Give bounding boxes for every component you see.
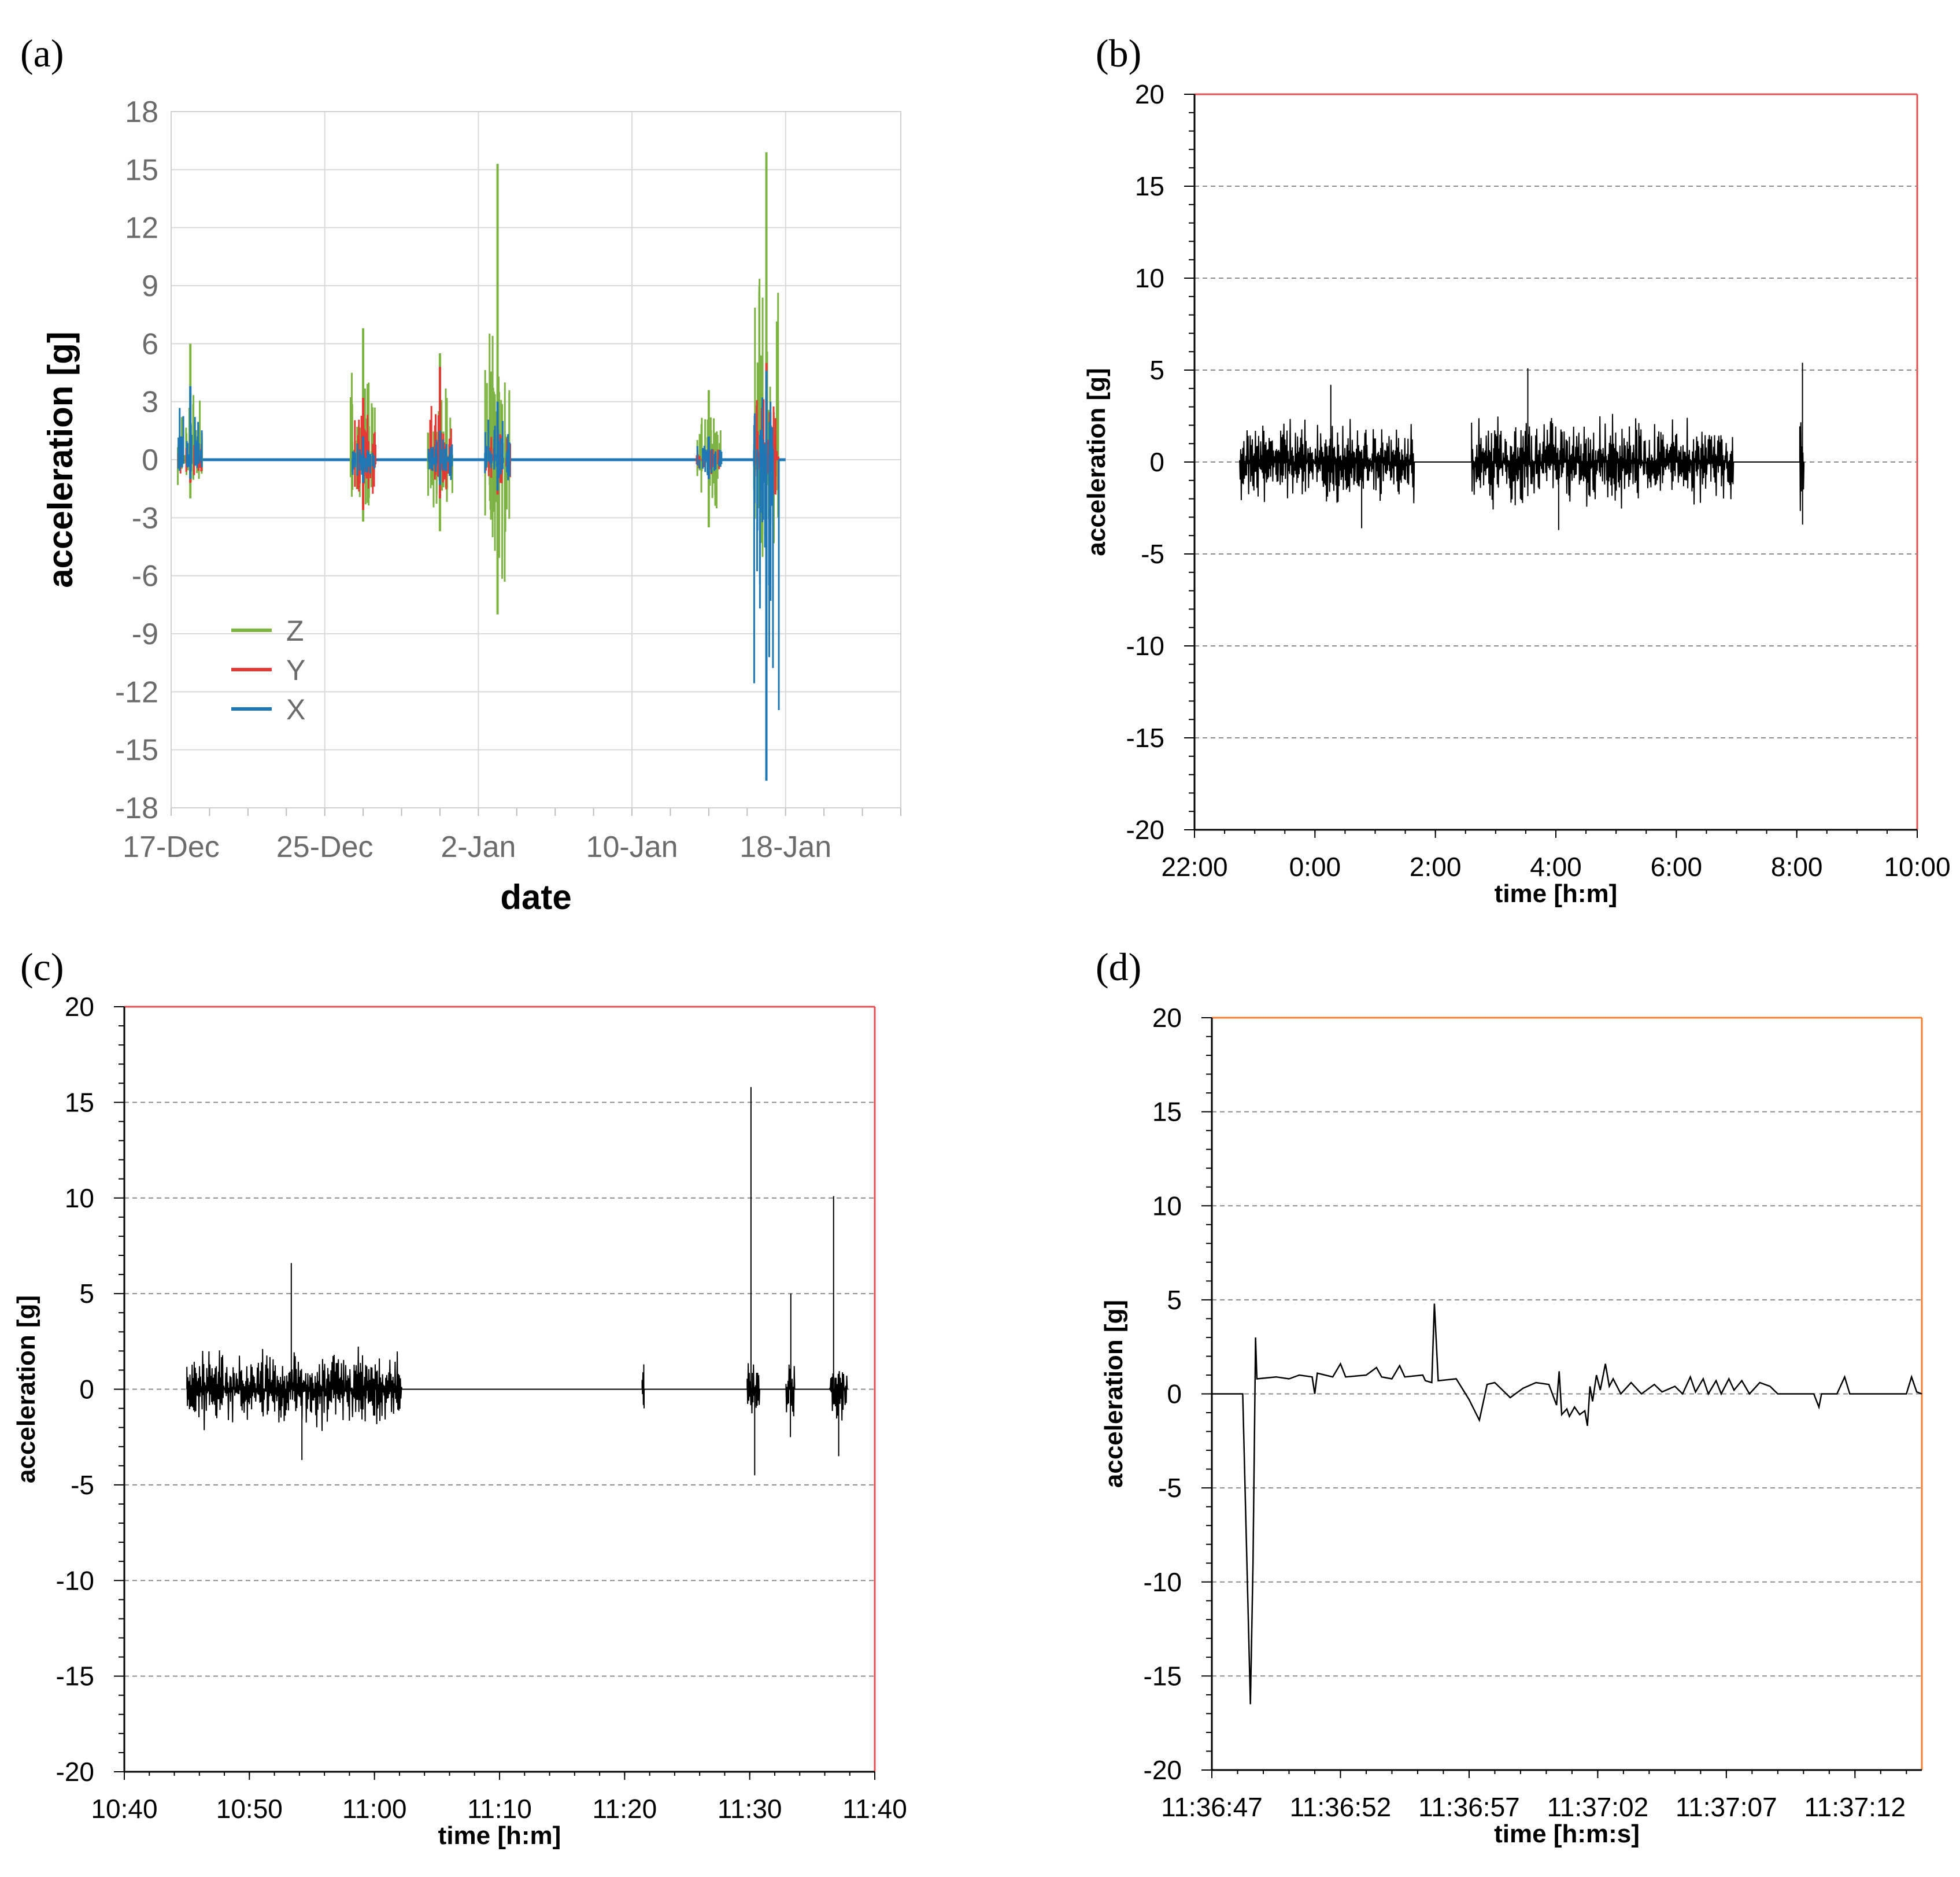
legend-label-x: X (286, 693, 305, 726)
x-tick-label: 10:00 (1884, 852, 1950, 882)
y-tick-label: 15 (1152, 1097, 1182, 1127)
x-tick-label: 6:00 (1651, 852, 1703, 882)
y-tick-label: -20 (1144, 1755, 1182, 1785)
x-tick-label: 2-Jan (441, 830, 516, 864)
y-tick-label: 18 (125, 95, 158, 129)
y-axis-title: acceleration [g] (1082, 368, 1111, 556)
chart-a: 18 15 12 9 6 3 0 -3 -6 -9 -12 -15 -18 17-Dec 25-Dec 2-J… (41, 95, 901, 917)
plot-frame (171, 111, 901, 808)
y-tick-label: 10 (1135, 263, 1164, 293)
chart-b: 20 15 10 5 0 -5 -10 -15 -20 22:00 0:00 2:00 4:00 6:00… (1082, 79, 1951, 908)
signal-burst (1799, 422, 1805, 511)
signal-line (1212, 1303, 1922, 1705)
signal-burst (186, 1346, 403, 1431)
x-tick-label: 11:40 (842, 1794, 907, 1824)
legend-label-y: Y (286, 654, 305, 686)
chart-d: 20 15 10 5 0 -5 -10 -15 -20 11:36:47 11:36:52 11:36… (1100, 1003, 1923, 1848)
y-tick-label: 5 (1149, 355, 1164, 385)
y-tick-label: -10 (1126, 631, 1164, 661)
panel-label-d: (d) (1096, 945, 1141, 989)
y-tick-label: -20 (1126, 815, 1164, 845)
x-tick-label: 10:40 (91, 1794, 157, 1824)
x-tick-label: 2:00 (1410, 852, 1462, 882)
x-tick-label: 4:00 (1530, 852, 1582, 882)
signal-burst (746, 1363, 760, 1414)
x-axis-title: date (500, 878, 571, 917)
x-tick-label: 8:00 (1771, 852, 1823, 882)
signal-burst (785, 1364, 796, 1417)
y-tick-label: -15 (56, 1661, 94, 1691)
y-tick-label: -12 (115, 675, 158, 709)
x-tick-label: 11:37:12 (1804, 1792, 1906, 1822)
x-tick-label: 11:00 (342, 1794, 407, 1824)
signal-burst (1239, 419, 1415, 504)
y-tick-label: -9 (132, 618, 158, 651)
y-tick-label: -10 (1144, 1567, 1182, 1597)
y-tick-label: -15 (1126, 723, 1164, 753)
x-tick-label: 11:20 (592, 1794, 657, 1824)
y-tick-label: 5 (79, 1279, 94, 1309)
x-tick-label: 0:00 (1289, 852, 1341, 882)
x-axis-title: time [h:m:s] (1494, 1820, 1640, 1848)
signal-burst (829, 1371, 848, 1421)
y-axis-title: acceleration [g] (12, 1295, 40, 1483)
x-tick-label: 18-Jan (739, 830, 831, 864)
y-tick-label: -18 (115, 792, 158, 825)
y-tick-label: 15 (1135, 171, 1164, 201)
x-tick-label: 10:50 (216, 1794, 283, 1824)
chart-c: 20 15 10 5 0 -5 -10 -15 -20 10:40 10:50 11:00 11:10 1… (12, 992, 907, 1850)
x-tick-label: 22:00 (1161, 852, 1227, 882)
x-tick-label: 11:36:47 (1161, 1792, 1263, 1822)
y-tick-label: 15 (125, 153, 158, 187)
panel-label-a: (a) (20, 31, 64, 75)
y-tick-label: 9 (142, 269, 158, 303)
x-tick-label: 11:30 (718, 1794, 782, 1824)
signal-burst (1471, 413, 1735, 510)
y-tick-label: -15 (1144, 1661, 1182, 1691)
x-tick-label: 25-Dec (276, 830, 373, 864)
y-tick-label: 15 (65, 1087, 94, 1117)
y-tick-label: -10 (56, 1565, 94, 1595)
y-tick-label: 20 (65, 992, 94, 1022)
y-axis-title: acceleration [g] (1100, 1300, 1128, 1488)
y-tick-label: -5 (71, 1470, 94, 1500)
x-axis-title: time [h:m] (1495, 880, 1618, 908)
x-tick-label: 11:36:57 (1418, 1792, 1520, 1822)
x-tick-label: 17-Dec (123, 830, 220, 864)
y-tick-label: 12 (125, 212, 158, 245)
y-tick-label: 5 (1167, 1285, 1182, 1315)
y-tick-label: -5 (1158, 1473, 1182, 1503)
y-tick-label: 10 (1152, 1191, 1182, 1221)
y-tick-label: 10 (65, 1183, 94, 1213)
y-tick-label: -15 (115, 734, 158, 767)
y-tick-label: 20 (1135, 79, 1164, 109)
x-tick-label: 11:36:52 (1290, 1792, 1392, 1822)
y-tick-label: 3 (142, 386, 158, 419)
panel-label-b: (b) (1096, 31, 1141, 75)
legend-label-z: Z (286, 615, 304, 647)
y-tick-label: -3 (132, 501, 158, 535)
y-tick-label: 20 (1152, 1003, 1182, 1033)
x-tick-label: 11:10 (467, 1794, 532, 1824)
y-tick-label: 0 (1167, 1379, 1182, 1409)
y-tick-label: 0 (142, 444, 158, 477)
y-tick-label: 0 (79, 1375, 94, 1405)
x-axis-title: time [h:m] (438, 1821, 561, 1850)
panel-label-c: (c) (20, 945, 64, 989)
x-tick-label: 11:37:07 (1676, 1792, 1777, 1822)
y-tick-label: 0 (1149, 447, 1164, 477)
x-tick-label: 11:37:02 (1547, 1792, 1649, 1822)
x-tick-label: 10-Jan (586, 830, 678, 864)
y-axis-title: acceleration [g] (41, 331, 80, 588)
y-tick-label: -20 (56, 1757, 94, 1787)
y-tick-label: -6 (132, 560, 158, 593)
y-tick-label: 6 (142, 327, 158, 361)
y-tick-label: -5 (1141, 539, 1164, 569)
